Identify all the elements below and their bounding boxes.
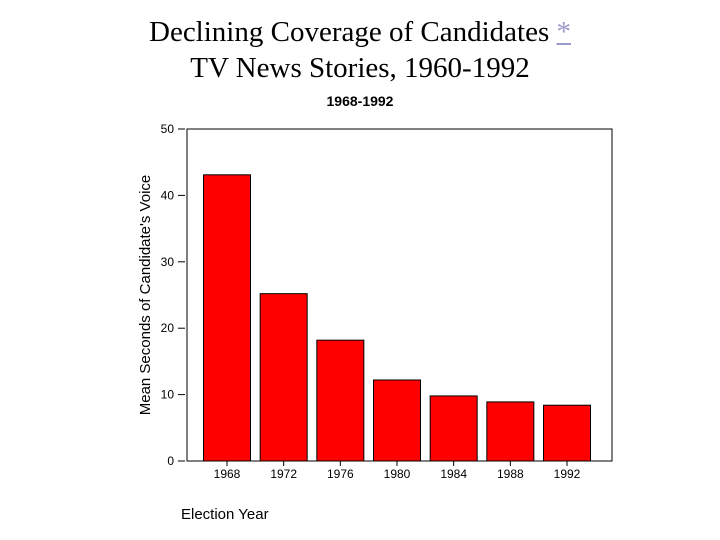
- y-axis: 0 10 20 30 40 50: [161, 122, 185, 468]
- slide-title-text: Declining Coverage of Candidates: [149, 16, 550, 48]
- x-tick-label: 1988: [497, 467, 524, 481]
- x-tick-label: 1984: [440, 467, 467, 481]
- bar-1968: [203, 174, 251, 462]
- slide-title: Declining Coverage of Candidates * TV Ne…: [0, 14, 720, 86]
- y-axis-label: Mean Seconds of Candidate's Voice: [137, 175, 154, 416]
- bar-1984: [429, 395, 478, 462]
- bars: [203, 174, 591, 462]
- x-tick-label: 1980: [384, 467, 411, 481]
- y-tick-label: 20: [161, 321, 175, 335]
- footnote-link[interactable]: *: [556, 16, 572, 48]
- y-tick-label: 10: [161, 388, 175, 402]
- x-tick-label: 1992: [554, 467, 581, 481]
- bar-1972: [259, 293, 308, 462]
- x-tick-label: 1968: [214, 467, 241, 481]
- chart-title: 1968-1992: [327, 93, 394, 109]
- y-tick-label: 50: [161, 122, 175, 136]
- bar-1988: [486, 401, 535, 462]
- y-tick-label: 40: [161, 188, 175, 202]
- bar-1976: [316, 339, 365, 462]
- x-axis: 1968 1972 1976 1980 1984 1988 1992: [214, 461, 581, 481]
- y-tick-label: 30: [161, 255, 175, 269]
- x-axis-label: Election Year: [181, 506, 269, 523]
- bar-1992: [543, 404, 591, 462]
- x-tick-label: 1976: [327, 467, 354, 481]
- x-tick-label: 1972: [270, 467, 297, 481]
- slide-title-line1: Declining Coverage of Candidates *: [0, 14, 720, 50]
- bar-1980: [373, 379, 421, 462]
- y-tick-label: 0: [167, 454, 174, 468]
- slide-title-line2: TV News Stories, 1960-1992: [190, 52, 530, 84]
